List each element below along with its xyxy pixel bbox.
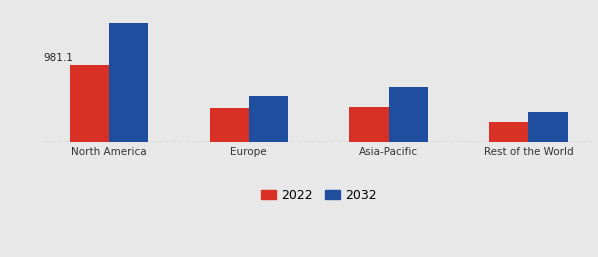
Bar <box>529 112 568 142</box>
Bar <box>70 66 109 142</box>
Bar <box>249 96 288 142</box>
Bar <box>209 108 249 142</box>
Bar <box>489 122 529 142</box>
Legend: 2022, 2032: 2022, 2032 <box>256 183 382 207</box>
Bar <box>109 23 148 142</box>
Bar <box>389 87 428 142</box>
Bar <box>349 107 389 142</box>
Text: 981.1: 981.1 <box>44 53 74 63</box>
